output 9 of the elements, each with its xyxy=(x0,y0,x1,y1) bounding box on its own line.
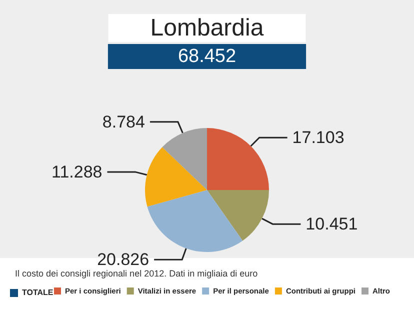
data-label: 10.451 xyxy=(306,214,358,234)
text: Il costo dei consigli regionali nel 2012. Dati in migliaia di euro xyxy=(15,268,258,278)
data-label: 8.784 xyxy=(102,112,145,132)
legend-title: TOTALE xyxy=(22,288,54,297)
chart-title: Lombardia xyxy=(150,14,264,42)
data-label: 20.826 xyxy=(97,250,150,270)
data-label: 17.103 xyxy=(292,128,344,148)
chart-subtitle: 68.452 xyxy=(178,46,236,67)
data-label: 11.288 xyxy=(52,162,102,182)
